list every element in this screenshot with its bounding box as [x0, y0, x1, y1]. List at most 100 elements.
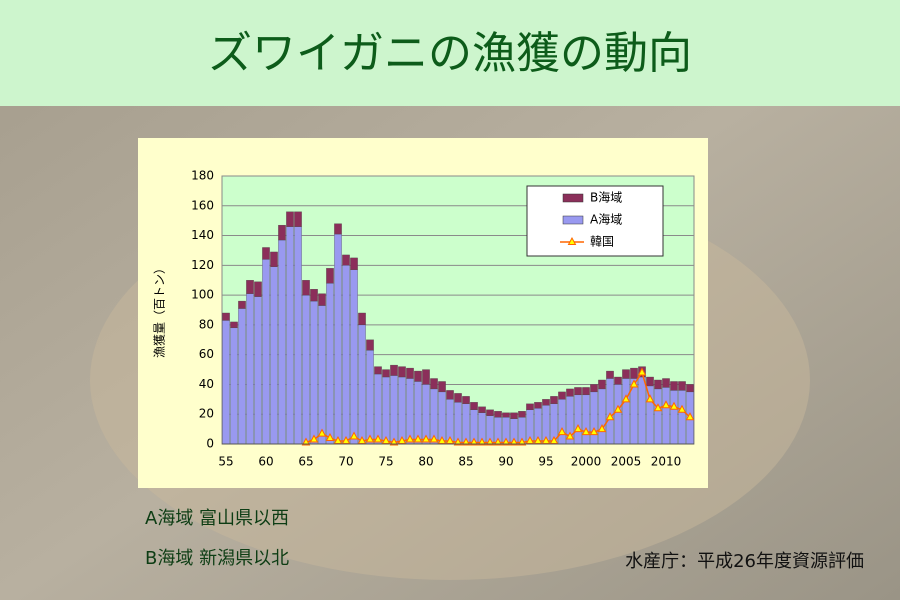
line-marker [661, 400, 671, 409]
bar-segment [270, 266, 278, 445]
bar-segment [606, 378, 614, 445]
bar-segment [598, 388, 606, 445]
bar-segment [390, 364, 398, 376]
bar-segment [366, 339, 374, 351]
line-marker [645, 394, 655, 403]
bar-segment [462, 396, 470, 404]
line-marker [581, 427, 591, 436]
bar-segment [366, 350, 374, 445]
line-marker [493, 437, 503, 446]
bar-segment [590, 391, 598, 445]
x-tick-label: 60 [258, 455, 273, 469]
bar-segment [334, 223, 342, 235]
bar-segment [286, 226, 294, 445]
bar-segment [278, 239, 286, 445]
y-tick-label: 20 [199, 407, 214, 421]
line-marker [461, 437, 471, 446]
bar-segment [614, 376, 622, 385]
bar-segment [398, 366, 406, 378]
line-marker [653, 403, 663, 412]
bar-segment [454, 393, 462, 403]
legend-label: 韓国 [590, 235, 614, 249]
bar-segment [486, 409, 494, 416]
bar-segment [222, 312, 230, 321]
bar-segment [622, 378, 630, 445]
bar-segment [358, 312, 366, 326]
line-marker [477, 437, 487, 446]
bar-segment [646, 376, 654, 387]
line-marker [509, 437, 519, 446]
bar-segment [310, 289, 318, 302]
bar-segment [302, 294, 310, 445]
bar-segment [350, 269, 358, 445]
line-marker [637, 367, 647, 376]
bar-segment [230, 321, 238, 329]
legend-box [526, 185, 664, 257]
bar-segment [262, 247, 270, 260]
line-marker [573, 424, 583, 433]
bar-segment [670, 390, 678, 445]
bar-segment [430, 378, 438, 390]
bar-segment [374, 373, 382, 445]
bar-segment [382, 369, 390, 378]
note: A海域 富山県以西 [145, 508, 289, 529]
bar-segment [446, 390, 454, 400]
line-marker [309, 434, 319, 443]
x-tick-label: 2005 [611, 455, 642, 469]
bar-segment [294, 211, 302, 227]
bar-segment [678, 390, 686, 445]
legend-label: A海域 [590, 212, 622, 227]
legend-swatch [567, 236, 577, 245]
y-tick-label: 40 [199, 377, 214, 391]
x-tick-label: 70 [338, 455, 353, 469]
y-tick-label: 0 [206, 437, 214, 451]
bar-segment [422, 369, 430, 385]
bar-segment [350, 257, 358, 270]
line-marker [597, 424, 607, 433]
bar-segment [238, 308, 246, 445]
bar-segment [382, 376, 390, 445]
x-tick-label: 80 [418, 455, 433, 469]
legend-swatch [562, 193, 584, 203]
bar-segment [246, 280, 254, 294]
line-marker [453, 437, 463, 446]
bar-segment [654, 388, 662, 445]
line-marker [605, 412, 615, 421]
line-marker [429, 434, 439, 443]
x-tick-label: 65 [298, 455, 313, 469]
x-tick-label: 95 [538, 455, 553, 469]
bar-segment [686, 384, 694, 393]
bar-segment [654, 379, 662, 390]
bar-segment [398, 376, 406, 445]
bar-segment [358, 324, 366, 445]
bar-segment [390, 375, 398, 445]
line-marker [389, 437, 399, 446]
bar-segment [542, 399, 550, 406]
line-marker [349, 431, 359, 440]
bar-segment [606, 370, 614, 379]
bar-segment [230, 327, 238, 445]
line-marker [485, 437, 495, 446]
bar-segment [326, 283, 334, 445]
bar-segment [414, 370, 422, 382]
bar-segment [534, 402, 542, 409]
bar-segment [590, 384, 598, 393]
bar-segment [334, 233, 342, 445]
bar-segment [502, 412, 510, 418]
bar-segment [630, 367, 638, 379]
bar-segment [310, 300, 318, 445]
y-tick-label: 60 [199, 347, 214, 361]
bar-segment [470, 402, 478, 410]
y-tick-label: 140 [191, 228, 214, 242]
bar-segment [222, 320, 230, 445]
bar-segment [582, 387, 590, 396]
x-tick-label: 75 [378, 455, 393, 469]
bar-segment [662, 387, 670, 445]
line-marker [613, 404, 623, 413]
legend-label: B海域 [590, 190, 622, 205]
bar-segment [598, 379, 606, 390]
y-tick-label: 180 [191, 169, 214, 183]
bar-segment [286, 211, 294, 227]
bar-segment [478, 406, 486, 413]
